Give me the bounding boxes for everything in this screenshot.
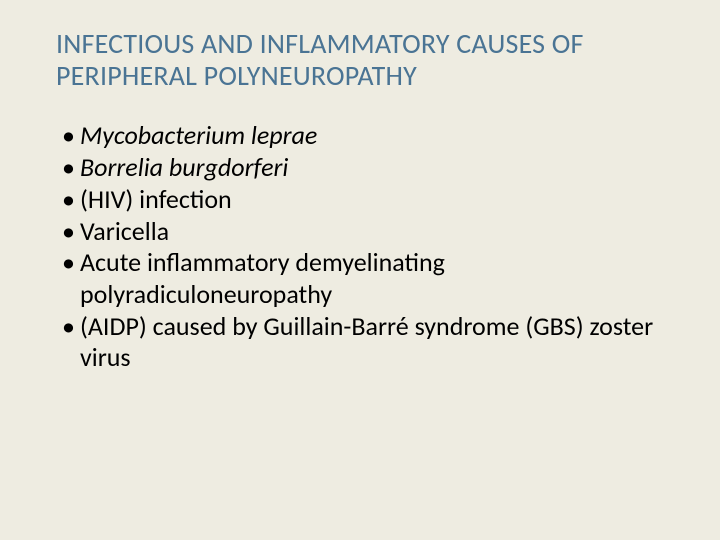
list-item: (AIDP) caused by Guillain-Barré syndrome… — [62, 311, 664, 374]
bullet-list: Mycobacterium leprae Borrelia burgdorfer… — [56, 120, 664, 374]
list-item-text: Borrelia burgdorferi — [80, 151, 288, 183]
list-item-text: (AIDP) caused by Guillain-Barré syndrome… — [80, 310, 653, 374]
list-item: Varicella — [62, 216, 664, 248]
slide-title: INFECTIOUS AND INFLAMMATORY CAUSES OF PE… — [56, 28, 664, 92]
list-item-text: Mycobacterium leprae — [80, 119, 317, 151]
list-item-text: Varicella — [80, 215, 169, 247]
list-item-text: Acute inflammatory demyelinating polyrad… — [80, 246, 445, 310]
list-item-text: (HIV) infection — [80, 183, 232, 215]
list-item: Acute inflammatory demyelinating polyrad… — [62, 247, 664, 310]
list-item: (HIV) infection — [62, 184, 664, 216]
list-item: Mycobacterium leprae — [62, 120, 664, 152]
list-item: Borrelia burgdorferi — [62, 152, 664, 184]
slide: INFECTIOUS AND INFLAMMATORY CAUSES OF PE… — [0, 0, 720, 540]
